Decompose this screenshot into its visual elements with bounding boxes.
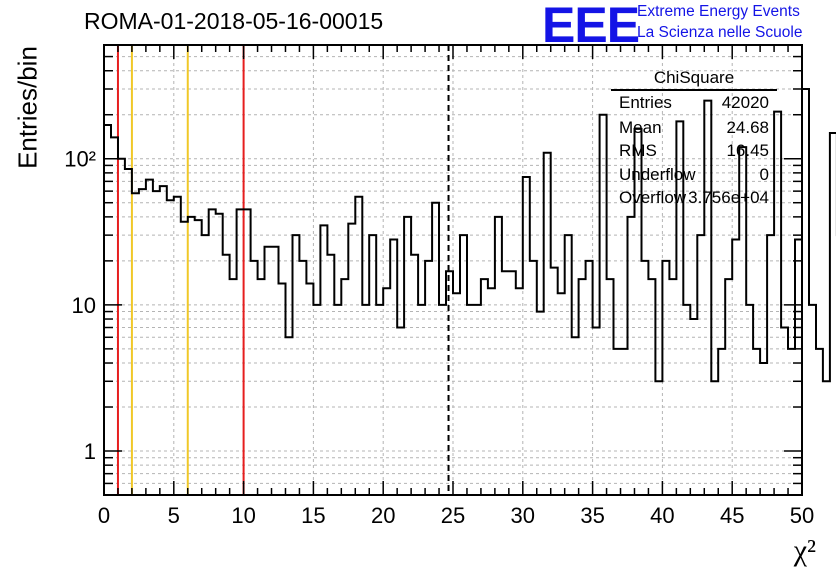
stats-key: RMS <box>619 141 657 160</box>
stats-value: 3.756e+04 <box>688 188 769 207</box>
logo-line-2: La Scienza nelle Scuole <box>637 24 803 41</box>
axis-ticks <box>103 44 803 496</box>
stats-value: 24.68 <box>726 118 769 137</box>
x-tick-label: 50 <box>790 503 814 528</box>
x-axis-label: χ² <box>793 534 816 567</box>
stats-key: Entries <box>619 93 672 112</box>
stats-key: Underflow <box>619 165 696 184</box>
y-tick-label: 10 <box>72 293 96 318</box>
stats-value: 42020 <box>721 93 769 112</box>
x-tick-label: 0 <box>98 503 110 528</box>
x-tick-label: 25 <box>441 503 465 528</box>
y-tick-label: 1 <box>84 439 96 464</box>
stats-title: ChiSquare <box>653 68 735 87</box>
y-tick-label: 10² <box>64 147 96 172</box>
stats-key: Mean <box>619 118 662 137</box>
x-tick-label: 5 <box>168 503 180 528</box>
x-tick-label: 35 <box>580 503 604 528</box>
x-tick-label: 15 <box>301 503 325 528</box>
stats-box: ChiSquare Entries 42020 Mean 24.68 RMS 1… <box>611 68 777 208</box>
histogram-series <box>104 88 836 383</box>
x-tick-label: 45 <box>720 503 744 528</box>
x-tick-label: 20 <box>371 503 395 528</box>
x-tick-label: 10 <box>231 503 255 528</box>
eee-logo: EEE <box>542 0 640 53</box>
stats-value: 0 <box>759 165 769 184</box>
x-tick-label: 40 <box>650 503 674 528</box>
y-axis-label: Entries/bin <box>12 46 43 169</box>
tick-labels: 0 5 10 15 20 25 30 35 40 45 50 1 10 10² <box>64 147 814 528</box>
marker-lines <box>116 45 450 495</box>
x-tick-label: 30 <box>511 503 535 528</box>
stats-divider <box>611 89 777 91</box>
run-title: ROMA-01-2018-05-16-00015 <box>84 8 384 34</box>
stats-value: 16.45 <box>726 141 769 160</box>
stats-key: Overflow <box>619 188 687 207</box>
logo-line-1: Extreme Energy Events <box>637 3 800 20</box>
